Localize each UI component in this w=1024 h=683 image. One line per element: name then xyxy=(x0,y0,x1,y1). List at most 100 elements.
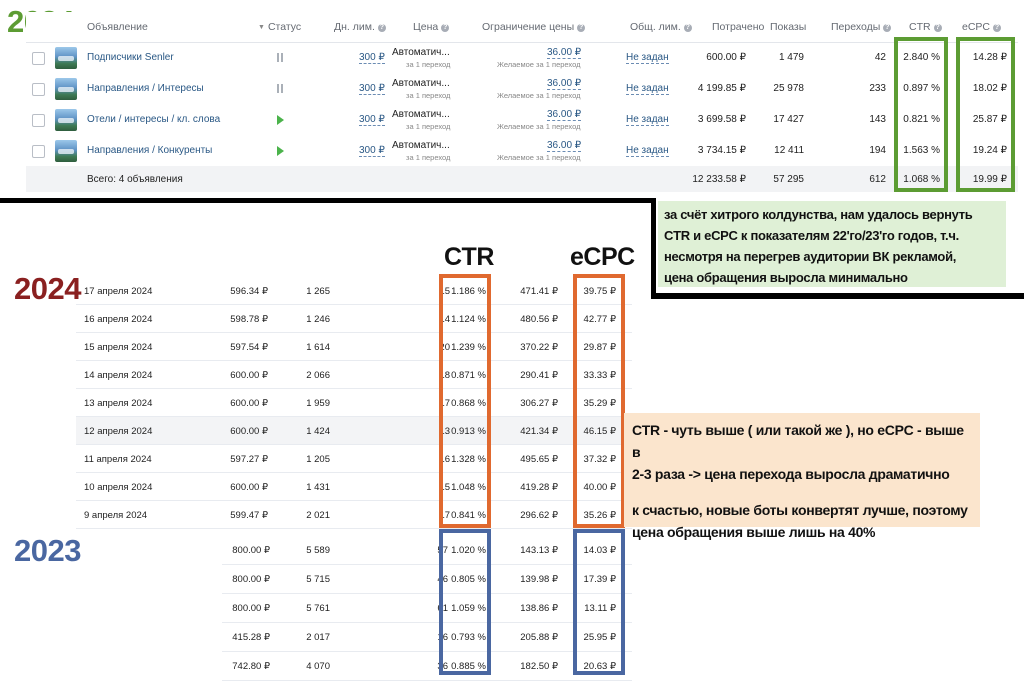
impressions-value: 12 411 xyxy=(774,145,804,156)
spent-cell: 598.78 ₽ xyxy=(230,314,268,325)
col-header-price-limit[interactable]: Ограничение цены? xyxy=(482,21,586,33)
ctr-cell: 0.793 % xyxy=(451,632,486,643)
spent-cell: 415.28 ₽ xyxy=(232,632,270,643)
day-limit-value[interactable]: 300 ₽ xyxy=(359,145,385,157)
ecpc-highlight-box-blue xyxy=(573,529,625,675)
note-line: 2-3 раза -> цена перехода выросла драмат… xyxy=(632,466,950,482)
row-checkbox[interactable] xyxy=(32,145,45,158)
help-icon[interactable]: ? xyxy=(441,24,450,32)
row-checkbox[interactable] xyxy=(32,83,45,96)
cpm-cell: 290.41 ₽ xyxy=(520,370,558,381)
ctr-value: 0.897 % xyxy=(903,83,940,94)
ad-row[interactable]: Направления / Конкуренты 300 ₽ Автоматич… xyxy=(26,136,1018,168)
ctr-cell: 1.124 % xyxy=(451,314,486,325)
impressions-cell: 2 021 xyxy=(306,510,330,521)
day-limit-value[interactable]: 300 ₽ xyxy=(359,114,385,126)
divider-line xyxy=(0,198,655,203)
impressions-cell: 1 431 xyxy=(306,482,330,493)
price-limit-sub: Желаемое за 1 переход xyxy=(497,60,581,69)
pause-icon[interactable] xyxy=(277,53,284,62)
spent-value: 3 699.58 ₽ xyxy=(697,114,746,125)
col-header-day-limit[interactable]: Дн. лим.? xyxy=(334,21,386,33)
ad-row[interactable]: Направления / Интересы 300 ₽ Автоматич..… xyxy=(26,74,1018,106)
cpm-cell: 182.50 ₽ xyxy=(520,661,558,672)
clicks-cell: 18 xyxy=(439,370,450,381)
price-limit-value[interactable]: 36.00 ₽ xyxy=(547,78,582,90)
ad-name-link[interactable]: Направления / Конкуренты xyxy=(87,145,213,156)
impressions-cell: 1 959 xyxy=(306,398,330,409)
ad-row[interactable]: Отели / интересы / кл. слова 300 ₽ Автом… xyxy=(26,105,1018,137)
row-checkbox[interactable] xyxy=(32,114,45,127)
ecpc-cell: 35.29 ₽ xyxy=(583,398,616,409)
ad-name-link[interactable]: Подписчики Senler xyxy=(87,52,174,63)
ctr-cell: 1.020 % xyxy=(451,545,486,556)
col-header-price[interactable]: Цена? xyxy=(413,21,450,33)
clicks-value: 233 xyxy=(869,83,886,94)
table-row: 9 апреля 2024 599.47 ₽ 2 021 17 0.841 % … xyxy=(76,501,632,529)
total-limit-value[interactable]: Не задан xyxy=(626,83,669,95)
clicks-cell: 16 xyxy=(439,454,450,465)
ctr-cell: 0.868 % xyxy=(451,398,486,409)
pause-icon[interactable] xyxy=(277,84,284,93)
help-icon[interactable]: ? xyxy=(683,24,692,32)
spent-cell: 600.00 ₽ xyxy=(230,370,268,381)
price-limit-sub: Желаемое за 1 переход xyxy=(497,153,581,162)
total-impressions: 57 295 xyxy=(773,174,804,185)
ad-thumbnail xyxy=(55,78,77,100)
play-icon[interactable] xyxy=(277,146,284,156)
col-header-spent[interactable]: Потрачено xyxy=(712,21,765,33)
col-header-ad[interactable]: Объявление xyxy=(87,21,148,33)
price-limit-value[interactable]: 36.00 ₽ xyxy=(547,140,582,152)
day-limit-value[interactable]: 300 ₽ xyxy=(359,52,385,64)
help-icon[interactable]: ? xyxy=(883,24,892,32)
help-icon[interactable]: ? xyxy=(993,24,1002,32)
help-icon[interactable]: ? xyxy=(933,24,942,32)
total-limit-value[interactable]: Не задан xyxy=(626,52,669,64)
spent-cell: 597.27 ₽ xyxy=(230,454,268,465)
impressions-cell: 1 205 xyxy=(306,454,330,465)
ad-row[interactable]: Подписчики Senler 300 ₽ Автоматич... за … xyxy=(26,43,1018,75)
col-header-ecpc[interactable]: eCPC? xyxy=(962,21,1002,33)
table-row: 15 апреля 2024 597.54 ₽ 1 614 20 1.239 %… xyxy=(76,333,632,361)
cpm-cell: 296.62 ₽ xyxy=(520,510,558,521)
price-limit-value[interactable]: 36.00 ₽ xyxy=(547,47,582,59)
price-value: Автоматич... xyxy=(392,140,450,151)
ctr-cell: 0.841 % xyxy=(451,510,486,521)
clicks-cell: 15 xyxy=(439,286,450,297)
clicks-cell: 20 xyxy=(439,342,450,353)
total-label: Всего: 4 объявления xyxy=(87,174,183,185)
date-cell: 14 апреля 2024 xyxy=(84,370,153,381)
clicks-value: 42 xyxy=(874,52,886,63)
ecpc-cell: 25.95 ₽ xyxy=(583,632,616,643)
total-limit-value[interactable]: Не задан xyxy=(626,114,669,126)
col-header-total-limit[interactable]: Общ. лим.? xyxy=(630,21,692,33)
ctr-cell: 1.186 % xyxy=(451,286,486,297)
col-header-status[interactable]: ▼ Статус xyxy=(258,21,302,33)
col-header-ctr[interactable]: CTR? xyxy=(909,21,942,33)
help-icon[interactable]: ? xyxy=(577,24,586,32)
impressions-cell: 5 589 xyxy=(306,545,330,556)
impressions-cell: 1 424 xyxy=(306,426,330,437)
ctr-cell: 0.885 % xyxy=(451,661,486,672)
play-icon[interactable] xyxy=(277,115,284,125)
ad-name-link[interactable]: Направления / Интересы xyxy=(87,83,204,94)
row-checkbox[interactable] xyxy=(32,52,45,65)
spent-cell: 597.54 ₽ xyxy=(230,342,268,353)
help-icon[interactable]: ? xyxy=(377,24,386,32)
total-limit-value[interactable]: Не задан xyxy=(626,145,669,157)
total-ecpc: 19.99 ₽ xyxy=(972,174,1007,185)
price-sub: за 1 переход xyxy=(406,153,451,162)
ctr-value: 2.840 % xyxy=(903,52,940,63)
col-header-clicks[interactable]: Переходы? xyxy=(831,21,892,33)
ecpc-cell: 39.75 ₽ xyxy=(583,286,616,297)
price-limit-value[interactable]: 36.00 ₽ xyxy=(547,109,582,121)
cpm-cell: 471.41 ₽ xyxy=(520,286,558,297)
col-header-impressions[interactable]: Показы xyxy=(770,21,807,33)
clicks-cell: 13 xyxy=(439,426,450,437)
cpm-cell: 205.88 ₽ xyxy=(520,632,558,643)
ecpc-value: 19.24 ₽ xyxy=(972,145,1007,156)
ad-name-link[interactable]: Отели / интересы / кл. слова xyxy=(87,114,221,125)
spent-value: 3 734.15 ₽ xyxy=(697,145,746,156)
ctr-cell: 1.059 % xyxy=(451,603,486,614)
day-limit-value[interactable]: 300 ₽ xyxy=(359,83,385,95)
